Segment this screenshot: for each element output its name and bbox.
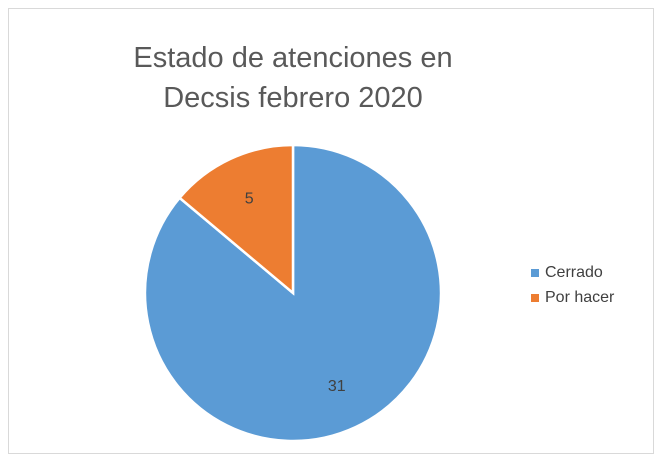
legend-swatch: [531, 294, 539, 302]
pie-slice: [177, 143, 295, 296]
chart-frame: [8, 8, 654, 454]
legend-label: Cerrado: [545, 264, 603, 281]
legend-label: Por hacer: [545, 289, 615, 306]
chart-title: Estado de atenciones en Decsis febrero 2…: [133, 42, 453, 114]
data-label: 5: [245, 190, 254, 207]
data-label: 31: [328, 378, 346, 395]
legend-swatch: [531, 269, 539, 277]
